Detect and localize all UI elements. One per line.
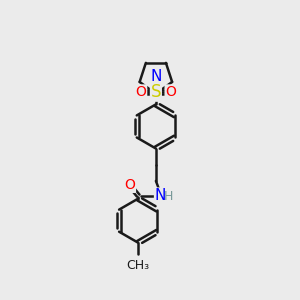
Text: H: H xyxy=(164,190,173,203)
Text: N: N xyxy=(150,69,162,84)
Text: S: S xyxy=(151,83,161,101)
Text: N: N xyxy=(154,188,166,203)
Text: CH₃: CH₃ xyxy=(127,259,150,272)
Text: O: O xyxy=(165,85,176,99)
Text: O: O xyxy=(124,178,135,192)
Text: O: O xyxy=(136,85,147,99)
